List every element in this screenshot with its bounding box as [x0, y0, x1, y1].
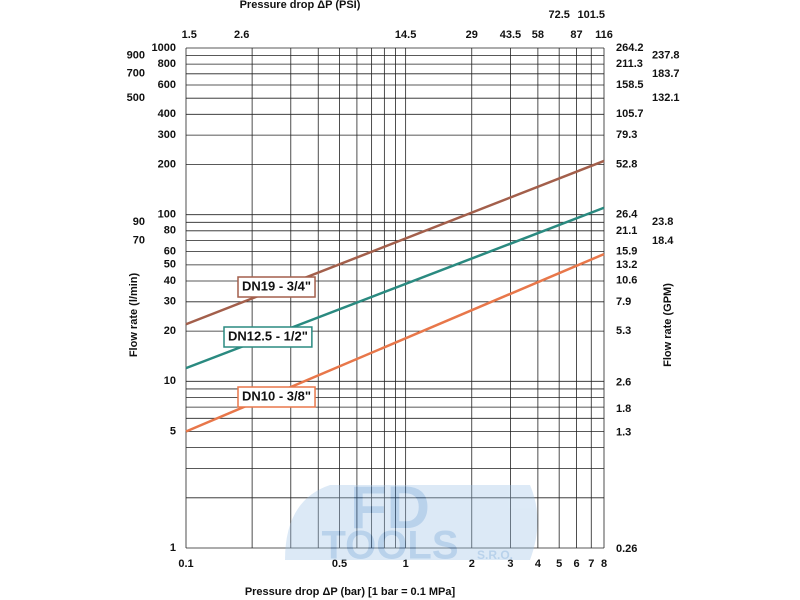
y2-tick-label-outer: 237.8 — [652, 50, 680, 62]
y-tick-label-outer: 900 — [127, 50, 145, 62]
y2-tick-label: 158.5 — [616, 79, 644, 91]
legend-box — [237, 386, 316, 408]
legend-label: DN10 - 3/8" — [242, 388, 311, 403]
y-tick-label-outer: 90 — [133, 216, 145, 228]
y-tick-label: 20 — [164, 325, 176, 337]
logo-brand: FD — [350, 474, 430, 541]
y-tick-label-outer: 500 — [127, 92, 145, 104]
x-tick-label: 7 — [588, 558, 594, 570]
x-tick-label: 6 — [573, 558, 579, 570]
logo-name: TOOLS — [321, 524, 458, 568]
y2-tick-label: 2.6 — [616, 376, 631, 388]
y2-tick-label-outer: 23.8 — [652, 216, 673, 228]
x2-tick-label: 58 — [532, 29, 544, 41]
top-axis-title: Pressure drop ΔP (PSI) — [240, 0, 361, 11]
y-tick-label: 100 — [158, 209, 176, 221]
y-tick-label: 40 — [164, 275, 176, 287]
x2-tick-label: 87 — [570, 29, 582, 41]
y-tick-label-outer: 700 — [127, 68, 145, 80]
y-tick-label: 30 — [164, 296, 176, 308]
y2-tick-label: 52.8 — [616, 158, 637, 170]
x2-tick-label: 43.5 — [500, 29, 521, 41]
x-tick-label: 1 — [403, 558, 409, 570]
x-tick-label: 0.5 — [332, 558, 347, 570]
x-tick-label: 3 — [507, 558, 513, 570]
y-axis-title: Flow rate (l/min) — [128, 272, 140, 357]
y-tick-label: 5 — [170, 425, 176, 437]
y2-tick-label: 264.2 — [616, 42, 644, 54]
x2-tick-label: 1.5 — [182, 29, 197, 41]
y2-axis-title: Flow rate (GPM) — [662, 283, 674, 367]
y2-tick-label: 15.9 — [616, 245, 637, 257]
legend-label: DN12.5 - 1/2" — [228, 328, 308, 343]
y2-tick-label: 0.26 — [616, 543, 637, 555]
y2-tick-label: 13.2 — [616, 259, 637, 271]
y2-tick-label-outer: 183.7 — [652, 68, 680, 80]
y-tick-label: 600 — [158, 79, 176, 91]
x2-tick-label: 72.5 — [548, 9, 569, 21]
y-tick-label: 800 — [158, 58, 176, 70]
y2-tick-label: 1.8 — [616, 403, 631, 415]
y2-tick-label: 211.3 — [616, 58, 643, 70]
x2-tick-label: 2.6 — [234, 29, 249, 41]
logo-shape — [285, 485, 538, 560]
x-tick-label: 8 — [601, 558, 607, 570]
y-tick-label: 200 — [158, 158, 176, 170]
x2-tick-label: 101.5 — [577, 9, 605, 21]
x-tick-label: 0.1 — [178, 558, 193, 570]
y2-tick-label-outer: 132.1 — [652, 92, 680, 104]
watermark: FD TOOLS S.R.O. — [285, 474, 538, 568]
y2-tick-label: 105.7 — [616, 108, 644, 120]
series-line — [185, 159, 605, 326]
y-tick-label: 80 — [164, 225, 176, 237]
y2-tick-label: 1.3 — [616, 427, 631, 439]
y-tick-label: 50 — [164, 259, 176, 271]
legend-box — [223, 326, 313, 348]
y-tick-label: 1000 — [152, 42, 176, 54]
y2-tick-label: 79.3 — [616, 129, 637, 141]
y2-tick-label: 7.9 — [616, 296, 631, 308]
y-tick-label: 60 — [164, 246, 176, 258]
y2-tick-label: 5.3 — [616, 325, 631, 337]
x-axis-title: Pressure drop ΔP (bar) [1 bar = 0.1 MPa] — [245, 586, 456, 598]
y2-tick-label-outer: 18.4 — [652, 235, 674, 247]
y-tick-label: 1 — [170, 542, 176, 554]
x-tick-label: 2 — [469, 558, 475, 570]
x2-tick-label: 29 — [466, 29, 478, 41]
legend-box — [237, 276, 316, 298]
y2-tick-label: 21.1 — [616, 225, 637, 237]
y-tick-label: 400 — [158, 108, 176, 120]
x-tick-label: 5 — [556, 558, 562, 570]
y-tick-label-outer: 70 — [133, 234, 145, 246]
x-tick-label: 4 — [535, 558, 542, 570]
y2-tick-label: 10.6 — [616, 275, 637, 287]
x2-tick-label: 116 — [595, 29, 613, 41]
x2-tick-label: 14.5 — [395, 29, 416, 41]
y-tick-label: 300 — [158, 129, 176, 141]
logo-suffix: S.R.O. — [477, 548, 513, 562]
y2-tick-label: 26.4 — [616, 209, 638, 221]
y-tick-label: 10 — [164, 375, 176, 387]
legend-label: DN19 - 3/4" — [242, 278, 311, 293]
